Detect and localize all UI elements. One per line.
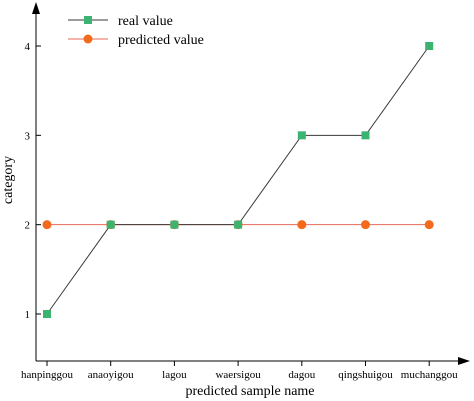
series-layer [42,42,434,318]
legend-marker-square [84,16,92,24]
x-axis-title: predicted sample name [185,384,314,399]
y-tick-label: 1 [25,309,31,321]
x-axis-ticks: hanpinggou anaoyigou lagou waersigou dagou qi… [21,361,458,381]
data-point-circle [297,220,307,230]
data-point-square [234,220,243,229]
x-tick-label: anaoyigou [88,369,134,381]
data-point-circle [361,220,370,230]
data-point-square [361,131,370,140]
data-point-square [170,220,179,229]
data-point-circle [42,220,52,230]
x-tick-label: hanpinggou [21,369,73,381]
series-line [46,45,430,315]
data-point-square [425,42,434,50]
y-tick-label: 2 [25,220,31,232]
legend-label: real value [118,14,173,29]
legend-marker-circle [83,34,93,44]
y-axis-arrow [32,2,40,14]
legend: real value predicted value [68,14,204,48]
x-tick-label: dagou [288,369,315,381]
y-tick-label: 3 [25,130,31,142]
y-axis-title: category [1,156,16,204]
x-tick-label: qingshuigou [338,369,393,381]
data-point-circle [424,220,434,230]
y-axis-ticks: 1 2 3 4 [25,41,41,321]
x-tick-label: waersigou [215,369,261,381]
axes [32,2,470,365]
data-point-square [297,131,306,140]
y-tick-label: 4 [25,41,31,53]
x-axis-arrow [458,357,470,365]
legend-label: predicted value [118,33,204,48]
x-tick-label: muchanggou [401,369,458,381]
data-point-square [43,310,51,318]
data-point-square [106,220,115,229]
x-tick-label: lagou [162,369,187,381]
plot-area: hanpinggou anaoyigou lagou waersigou dagou qi… [21,2,470,381]
